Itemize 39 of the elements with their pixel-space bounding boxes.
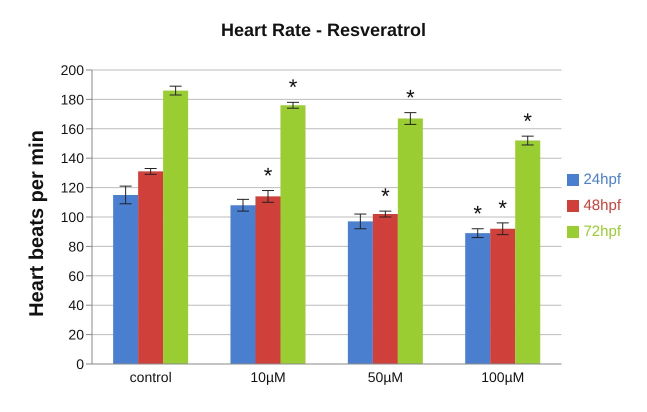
- y-axis-title: Heart beats per min: [26, 130, 48, 316]
- bar: [398, 118, 423, 364]
- bar: [255, 196, 280, 364]
- y-tick-label: 0: [76, 356, 84, 372]
- bar: [348, 221, 373, 364]
- y-tick-label: 140: [60, 150, 84, 166]
- bar: [515, 140, 540, 364]
- bar: [372, 214, 398, 364]
- data-label: *: [288, 74, 298, 100]
- y-tick-label: 120: [60, 180, 84, 196]
- data-label: *: [381, 183, 390, 208]
- bar: [490, 228, 516, 364]
- data-label: *: [523, 108, 532, 134]
- bar: [163, 90, 188, 364]
- y-tick-label: 160: [60, 120, 84, 137]
- bar: [465, 233, 490, 364]
- x-tick-label: 50µM: [368, 368, 404, 385]
- y-tick-label: 180: [60, 91, 84, 108]
- legend-label: 48hpf: [583, 197, 621, 214]
- x-tick-label: 100µM: [481, 368, 524, 385]
- y-tick-label: 20: [68, 326, 84, 343]
- bar: [138, 171, 164, 364]
- data-label: *: [498, 195, 508, 220]
- y-tick-label: 200: [60, 62, 84, 78]
- y-tick-label: 40: [68, 297, 84, 314]
- bar: [113, 194, 138, 364]
- y-tick-label: 100: [60, 208, 84, 225]
- x-tick-label: 10µM: [250, 368, 286, 385]
- y-tick-label: 80: [68, 238, 84, 254]
- data-label: *: [406, 85, 416, 110]
- data-label: *: [264, 162, 273, 188]
- x-tick-label: control: [130, 368, 172, 385]
- y-tick-label: 60: [68, 268, 84, 284]
- bar: [230, 205, 256, 364]
- chart-title: Heart Rate - Resveratrol: [220, 20, 428, 41]
- data-label: *: [473, 201, 482, 226]
- bar: [280, 105, 306, 364]
- legend-label: 24hpf: [583, 171, 621, 188]
- legend-label: 72hpf: [583, 223, 621, 240]
